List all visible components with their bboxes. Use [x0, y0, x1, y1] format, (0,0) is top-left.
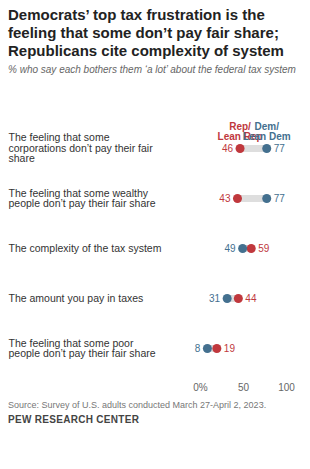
svg-text:49: 49	[225, 243, 237, 254]
svg-text:Dem/Lean Dem: Dem/Lean Dem	[243, 121, 291, 142]
svg-text:The feeling that somecorporati: The feeling that somecorporations don’t …	[9, 131, 154, 164]
svg-text:44: 44	[245, 293, 257, 304]
svg-text:50: 50	[238, 382, 250, 393]
svg-text:The complexity of the tax syst: The complexity of the tax system	[9, 242, 162, 254]
svg-text:77: 77	[274, 143, 286, 154]
svg-text:46: 46	[222, 143, 234, 154]
svg-text:8: 8	[195, 343, 201, 354]
svg-text:100: 100	[278, 382, 295, 393]
svg-text:43: 43	[219, 193, 231, 204]
svg-text:The feeling that some wealthyp: The feeling that some wealthypeople don’…	[9, 187, 156, 210]
svg-text:77: 77	[274, 193, 286, 204]
svg-text:The amount you pay in taxes: The amount you pay in taxes	[9, 292, 144, 304]
svg-text:19: 19	[224, 343, 236, 354]
svg-text:The feeling that some poorpeop: The feeling that some poorpeople don’t p…	[9, 337, 156, 360]
svg-text:31: 31	[209, 293, 221, 304]
svg-text:0%: 0%	[193, 382, 208, 393]
svg-text:59: 59	[258, 243, 270, 254]
